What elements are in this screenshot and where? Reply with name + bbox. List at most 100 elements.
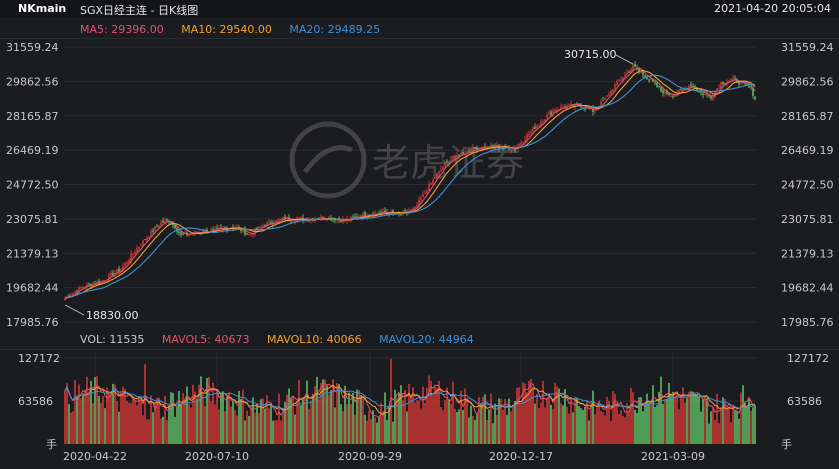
volume-bar [614, 393, 616, 444]
candle-body [212, 229, 214, 231]
volume-bar [74, 380, 76, 444]
candle-body [268, 221, 270, 223]
candle-body [156, 226, 158, 228]
volume-bar [606, 396, 608, 444]
candle-body [86, 284, 88, 288]
volume-bar [342, 411, 344, 444]
x-tick: 2020-04-22 [63, 450, 127, 463]
volume-bar [690, 391, 692, 444]
candle-body [244, 228, 246, 235]
candle-body [352, 216, 354, 218]
volume-bar [146, 419, 148, 444]
volume-bar [700, 411, 702, 444]
volume-bar [714, 420, 716, 444]
datetime-label: 2021-04-20 20:05:04 [714, 2, 831, 15]
y-tick-right: 24772.50 [781, 179, 834, 192]
volume-bar [722, 397, 724, 444]
candle-body [364, 212, 366, 217]
candle-body [540, 121, 542, 126]
vol-legend: VOL: 11535 MAVOL5: 40673 MAVOL10: 40066 … [80, 333, 488, 346]
volume-bar [370, 419, 372, 444]
volume-bar [656, 405, 658, 444]
volume-bar [96, 376, 98, 444]
volume-bar [742, 385, 744, 444]
candle-body [172, 224, 174, 226]
candle-body [342, 218, 344, 223]
candle-body [64, 298, 66, 301]
volume-bar [184, 400, 186, 444]
candle-body [642, 71, 644, 75]
volume-bar [126, 400, 128, 444]
volume-bar [210, 401, 212, 444]
volume-bar [224, 411, 226, 444]
volume-bar [500, 398, 502, 444]
ma-lines [64, 67, 756, 300]
candle-body [740, 81, 742, 85]
candle-body [178, 231, 180, 233]
candle-body [128, 260, 130, 264]
candle-body [608, 94, 610, 96]
volume-bar [452, 381, 454, 444]
y-tick-left: 31559.24 [6, 41, 59, 54]
candle-body [468, 150, 470, 152]
volume-bar [388, 405, 390, 444]
volume-bar [676, 394, 678, 444]
candle-body [68, 295, 70, 298]
volume-bar [400, 385, 402, 444]
candle-body [530, 131, 532, 133]
candle-body [98, 280, 100, 284]
candle-body [418, 199, 420, 206]
y-tick-left: 24772.50 [6, 179, 59, 192]
volume-bar [88, 391, 90, 444]
volume-bar [130, 402, 132, 444]
candle-body [410, 209, 412, 211]
candle-body [362, 213, 364, 217]
volume-bar [754, 405, 756, 444]
volume-bar [110, 392, 112, 444]
candle-body [626, 72, 628, 75]
candle-body [628, 71, 630, 73]
candle-body [216, 227, 218, 229]
candle-body [438, 170, 440, 175]
candle-body [736, 79, 738, 83]
candle-body [732, 78, 734, 80]
volume-bar [708, 423, 710, 444]
candle-body [724, 83, 726, 85]
volume-bar [730, 422, 732, 444]
volume-bar [506, 415, 508, 444]
volume-bar [212, 382, 214, 444]
volume-bar [750, 410, 752, 444]
volume-bar [324, 379, 326, 444]
volume-bar [454, 408, 456, 444]
mavol10-label: MAVOL10: 40066 [266, 333, 362, 346]
volume-bar [576, 397, 578, 444]
ma20-line [64, 74, 756, 300]
volume-bar [706, 398, 708, 444]
candle-body [326, 219, 328, 221]
volume-bar [156, 397, 158, 444]
volume-bar [230, 406, 232, 444]
candle-body [428, 183, 430, 191]
candle-body [214, 228, 216, 230]
volume-bar [536, 394, 538, 444]
volume-bar [638, 397, 640, 444]
volume-bar [680, 394, 682, 444]
volume-bar [364, 414, 366, 444]
candle-body [750, 86, 752, 88]
mavol5-label: MAVOL5: 40673 [161, 333, 250, 346]
y-tick-right: 17985.76 [781, 316, 834, 329]
volume-bar [214, 404, 216, 444]
candle-body [384, 210, 386, 213]
candle-body [662, 90, 664, 94]
volume-bar [234, 410, 236, 444]
candle-body [72, 293, 74, 296]
volume-bar [414, 402, 416, 444]
volume-bar [590, 400, 592, 444]
volume-bar [396, 398, 398, 444]
volume-bar [732, 404, 734, 444]
volume-bar [424, 402, 426, 444]
volume-bar [704, 395, 706, 444]
candle-body [440, 169, 442, 172]
volume-bar [476, 413, 478, 444]
